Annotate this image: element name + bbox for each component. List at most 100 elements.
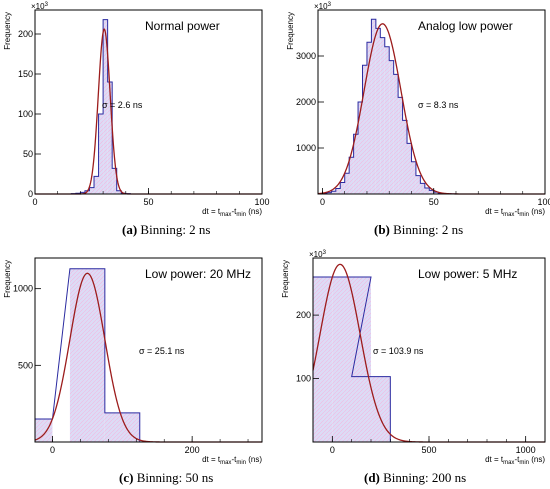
y-tick-label: 0 xyxy=(28,189,33,199)
histogram-bin xyxy=(420,183,425,194)
caption-b: (b) Binning: 2 ns xyxy=(374,222,463,238)
histogram-bin xyxy=(371,19,376,195)
histogram-bin xyxy=(398,97,403,194)
x-label-part: -t xyxy=(514,455,520,464)
x-tick-label: 0 xyxy=(330,445,335,455)
y-tick-label: 100 xyxy=(18,109,33,119)
gaussian-fit-curve xyxy=(35,28,262,195)
histogram-bin xyxy=(380,37,385,194)
x-tick-label: 100 xyxy=(537,197,550,207)
y-axis-label: Frequency xyxy=(3,12,12,50)
histogram-bin xyxy=(98,114,104,194)
histogram-bin xyxy=(340,182,345,194)
x-label-sub: max xyxy=(220,212,231,218)
y-axis-label: Frequency xyxy=(286,12,295,50)
histogram-bin xyxy=(366,42,372,195)
x-label-part: dt = t xyxy=(202,207,221,216)
y-multiplier: ×103 xyxy=(314,2,332,11)
y-tick-label: 200 xyxy=(296,310,311,320)
y-tick-label: 150 xyxy=(18,69,33,79)
x-label-part: dt = t xyxy=(485,207,504,216)
sigma-annotation: σ = 103.9 ns xyxy=(373,346,424,356)
histogram-bin xyxy=(107,82,113,194)
caption-a-label: (a) xyxy=(122,222,138,237)
y-tick-label: 3000 xyxy=(296,51,316,61)
histogram-bin xyxy=(112,168,117,194)
panel-3: 0 500 1000 100 200 ×103 Frequency dt = tmax-tmi… xyxy=(281,250,546,466)
histogram-bin xyxy=(331,191,336,194)
sigma-annotation: σ = 8.3 ns xyxy=(418,100,459,110)
x-label-sub: max xyxy=(503,212,514,218)
x-label-part: -t xyxy=(231,455,237,464)
histogram-bin xyxy=(393,74,399,194)
y-tick-label: 500 xyxy=(18,360,33,370)
x-axis-label: dt = tmax-tmin (ns) xyxy=(485,455,545,466)
y-tick-label: 1000 xyxy=(13,284,33,294)
y-tick-label: 100 xyxy=(296,374,311,384)
sigma-annotation: σ = 2.6 ns xyxy=(102,100,143,110)
y-multiplier-exponent: 3 xyxy=(45,2,49,8)
histogram-outline xyxy=(34,268,141,442)
x-tick-label: 0 xyxy=(320,197,325,207)
histogram-bin xyxy=(35,419,53,442)
gaussian-fit-curve xyxy=(34,272,262,443)
x-label-part: (ns) xyxy=(246,207,262,216)
caption-b-label: (b) xyxy=(374,222,390,237)
caption-c-label: (c) xyxy=(119,470,134,485)
x-tick-label: 100 xyxy=(254,197,269,207)
x-label-part: -t xyxy=(514,207,520,216)
chart-title: Low power: 5 MHz xyxy=(418,267,517,281)
y-axis-label: Frequency xyxy=(281,260,290,298)
x-axis-label: dt = tmax-tmin (ns) xyxy=(202,207,262,218)
x-tick-label: 500 xyxy=(421,445,436,455)
x-tick-label: 200 xyxy=(185,445,200,455)
x-axis-label: dt = tmax-tmin (ns) xyxy=(202,455,262,466)
histogram-bin xyxy=(103,19,108,194)
chart-title: Low power: 20 MHz xyxy=(145,267,251,281)
x-label-part: (ns) xyxy=(246,455,262,464)
x-label-part: (ns) xyxy=(529,455,545,464)
y-axis-label: Frequency xyxy=(3,260,12,298)
caption-a-text: Binning: 2 ns xyxy=(137,222,211,237)
x-label-sub: max xyxy=(220,460,231,466)
histogram-bin xyxy=(353,134,359,194)
x-tick-label: 0 xyxy=(50,445,55,455)
caption-c: (c) Binning: 50 ns xyxy=(119,470,213,486)
x-tick-label: 50 xyxy=(143,197,153,207)
histogram-bin xyxy=(313,277,333,442)
histogram-bin xyxy=(429,190,434,194)
caption-d: (d) Binning: 200 ns xyxy=(364,470,466,486)
histogram-bin xyxy=(411,161,416,194)
plot-frame xyxy=(34,9,263,195)
caption-c-text: Binning: 50 ns xyxy=(133,470,214,485)
y-tick-label: 1000 xyxy=(296,143,316,153)
histogram-bin xyxy=(384,46,390,194)
y-multiplier-exponent: 3 xyxy=(328,2,332,8)
histogram-bin xyxy=(375,28,381,195)
histogram-bin xyxy=(349,157,354,194)
histogram-bin xyxy=(326,192,332,194)
x-label-sub: min xyxy=(519,212,529,218)
histogram-bin xyxy=(335,188,341,194)
histogram-bin xyxy=(433,192,439,194)
chart-title: Analog low power xyxy=(418,19,513,33)
y-multiplier: ×103 xyxy=(31,2,49,11)
plot-frame xyxy=(34,257,263,443)
x-label-part: dt = t xyxy=(485,455,504,464)
y-tick-label: 200 xyxy=(18,29,33,39)
histogram-bin xyxy=(362,65,367,194)
y-tick-label: 50 xyxy=(23,149,33,159)
x-tick-label: 0 xyxy=(32,197,37,207)
histogram-bin xyxy=(415,175,421,194)
caption-b-text: Binning: 2 ns xyxy=(389,222,464,237)
histogram-bin xyxy=(89,187,95,194)
y-multiplier: ×103 xyxy=(309,250,327,259)
x-label-sub: max xyxy=(503,460,514,466)
panel-0: 0 50 100 0 50 100 150 200 ×103 Frequency dt = tmax… xyxy=(3,2,270,218)
histogram-bin xyxy=(407,143,412,194)
histogram-bin xyxy=(402,120,408,194)
y-tick-label: 2000 xyxy=(296,97,316,107)
x-axis-label: dt = tmax-tmin (ns) xyxy=(485,207,545,218)
histogram-bin xyxy=(344,173,350,194)
